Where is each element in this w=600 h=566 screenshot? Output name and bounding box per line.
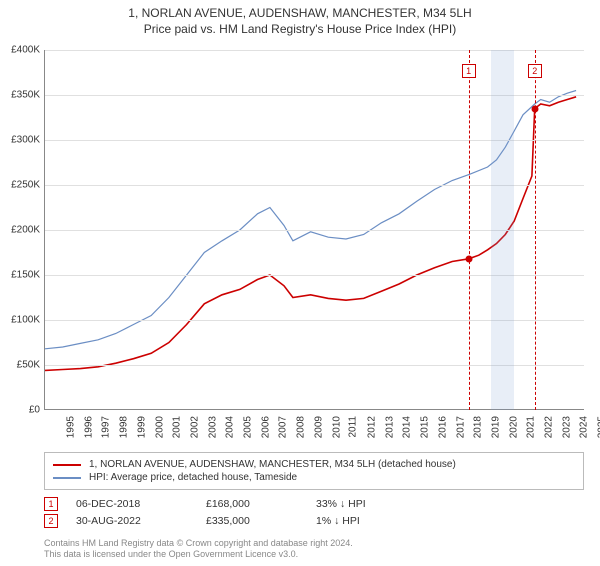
chart-title-subtitle: Price paid vs. HM Land Registry's House … <box>0 22 600 36</box>
x-axis-label: 2018 <box>472 416 483 438</box>
x-axis-label: 2005 <box>242 416 253 438</box>
x-axis-label: 2002 <box>189 416 200 438</box>
x-axis-label: 1995 <box>65 416 76 438</box>
x-axis-label: 2001 <box>171 416 182 438</box>
x-axis-label: 1998 <box>118 416 129 438</box>
legend-label-hpi: HPI: Average price, detached house, Tame… <box>89 472 297 483</box>
legend-item-price-paid: 1, NORLAN AVENUE, AUDENSHAW, MANCHESTER,… <box>53 459 575 470</box>
shaded-region <box>491 50 514 410</box>
sale-annotation-row-1: 1 06-DEC-2018 £168,000 33% ↓ HPI <box>44 497 584 511</box>
x-axis-label: 2016 <box>437 416 448 438</box>
x-axis-label: 2007 <box>278 416 289 438</box>
y-axis-label: £300K <box>0 135 40 146</box>
chart-plot-area: 12 <box>44 50 584 410</box>
x-axis-label: 2003 <box>207 416 218 438</box>
sale-marker-box-2: 2 <box>528 64 542 78</box>
legend-swatch-hpi <box>53 477 81 479</box>
x-axis-label: 2021 <box>526 416 537 438</box>
y-axis-label: £350K <box>0 90 40 101</box>
x-axis-label: 2013 <box>384 416 395 438</box>
x-axis-label: 2004 <box>225 416 236 438</box>
y-axis-label: £200K <box>0 225 40 236</box>
x-axis-label: 2015 <box>419 416 430 438</box>
sale-1-pct: 33% ↓ HPI <box>316 498 386 510</box>
y-axis-label: £400K <box>0 45 40 56</box>
sale-annotation-row-2: 2 30-AUG-2022 £335,000 1% ↓ HPI <box>44 514 584 528</box>
y-axis-label: £50K <box>0 360 40 371</box>
x-axis-label: 2010 <box>331 416 342 438</box>
x-axis-label: 2009 <box>313 416 324 438</box>
x-axis-label: 2025 <box>596 416 600 438</box>
x-axis-label: 2019 <box>490 416 501 438</box>
x-axis-label: 2006 <box>260 416 271 438</box>
x-axis-label: 2024 <box>579 416 590 438</box>
x-axis-label: 2023 <box>561 416 572 438</box>
sale-2-pct: 1% ↓ HPI <box>316 515 386 527</box>
sale-marker-2-icon: 2 <box>44 514 58 528</box>
legend-swatch-price-paid <box>53 464 81 466</box>
x-axis-label: 2008 <box>295 416 306 438</box>
x-axis-label: 2017 <box>455 416 466 438</box>
chart-title-address: 1, NORLAN AVENUE, AUDENSHAW, MANCHESTER,… <box>0 6 600 20</box>
x-axis-label: 2020 <box>508 416 519 438</box>
x-axis-label: 2014 <box>402 416 413 438</box>
sale-1-date: 06-DEC-2018 <box>76 498 206 510</box>
y-axis-label: £150K <box>0 270 40 281</box>
sale-dot-1 <box>465 255 472 262</box>
x-axis-label: 2022 <box>543 416 554 438</box>
x-axis-label: 1999 <box>136 416 147 438</box>
sale-1-price: £168,000 <box>206 498 316 510</box>
disclaimer-text: Contains HM Land Registry data © Crown c… <box>44 538 584 560</box>
down-arrow-icon: ↓ <box>334 515 339 527</box>
sale-2-date: 30-AUG-2022 <box>76 515 206 527</box>
y-axis-label: £250K <box>0 180 40 191</box>
sale-annotations-table: 1 06-DEC-2018 £168,000 33% ↓ HPI 2 30-AU… <box>44 494 584 531</box>
x-axis-label: 2011 <box>348 416 359 438</box>
x-axis-label: 1997 <box>101 416 112 438</box>
y-axis-label: £100K <box>0 315 40 326</box>
chart-legend: 1, NORLAN AVENUE, AUDENSHAW, MANCHESTER,… <box>44 452 584 490</box>
sale-marker-1-icon: 1 <box>44 497 58 511</box>
x-axis-label: 1996 <box>83 416 94 438</box>
down-arrow-icon: ↓ <box>340 498 345 510</box>
x-axis-label: 2012 <box>366 416 377 438</box>
x-axis-label: 2000 <box>154 416 165 438</box>
legend-item-hpi: HPI: Average price, detached house, Tame… <box>53 472 575 483</box>
sale-vline-1 <box>469 50 470 410</box>
sale-vline-2 <box>535 50 536 410</box>
sale-dot-2 <box>531 105 538 112</box>
sale-marker-box-1: 1 <box>462 64 476 78</box>
legend-label-price-paid: 1, NORLAN AVENUE, AUDENSHAW, MANCHESTER,… <box>89 459 456 470</box>
sale-2-price: £335,000 <box>206 515 316 527</box>
y-axis-label: £0 <box>0 405 40 416</box>
